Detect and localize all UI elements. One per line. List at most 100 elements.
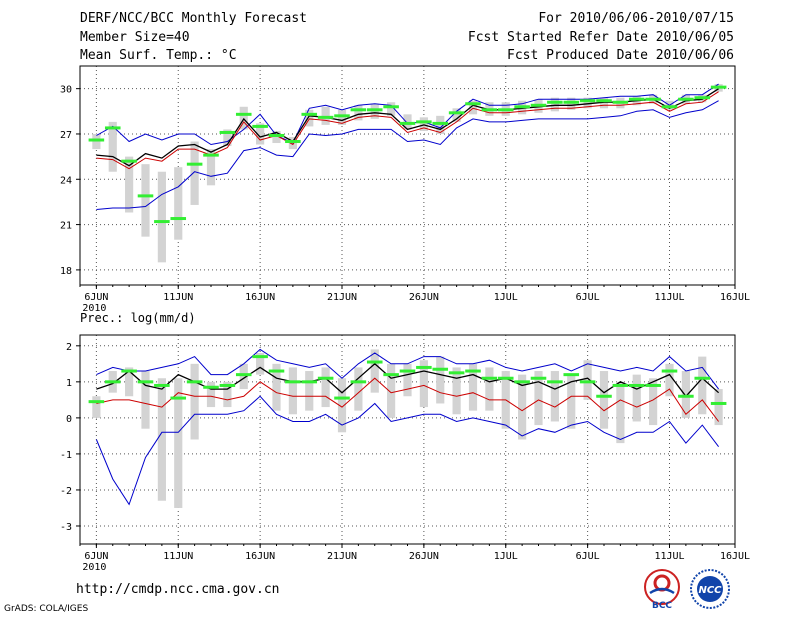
range-box — [239, 363, 248, 390]
median-mark — [579, 99, 596, 103]
median-mark — [219, 130, 236, 134]
range-box — [649, 378, 658, 426]
median-mark — [530, 103, 547, 107]
y-tick-label: 24 — [60, 175, 72, 186]
median-mark — [645, 97, 661, 101]
median-mark — [383, 105, 399, 109]
source-url[interactable]: http://cmdp.ncc.cma.gov.cn — [76, 582, 280, 597]
median-mark — [645, 383, 661, 387]
range-box — [174, 167, 183, 240]
median-mark — [497, 108, 514, 112]
median-mark — [219, 383, 236, 387]
median-mark — [170, 217, 187, 221]
x-tick-sublabel: 2010 — [82, 562, 106, 573]
median-mark — [678, 97, 694, 101]
median-mark — [530, 376, 547, 380]
median-mark — [432, 121, 449, 125]
median-mark — [465, 102, 481, 106]
median-mark — [612, 100, 629, 104]
median-mark — [366, 108, 383, 112]
median-mark — [154, 383, 170, 387]
range-box — [256, 353, 265, 375]
variable-label: Mean Surf. Temp.: °C — [80, 48, 237, 63]
range-box — [534, 371, 543, 426]
x-tick-label: 1JUL — [494, 292, 518, 303]
median-mark — [334, 114, 350, 118]
range-box — [206, 381, 216, 408]
range-box — [354, 367, 363, 411]
median-mark — [432, 367, 449, 371]
range-box — [599, 97, 609, 109]
range-box — [272, 363, 281, 411]
median-mark — [170, 396, 187, 400]
x-tick-label: 6JUL — [576, 551, 600, 562]
median-mark — [350, 108, 367, 112]
y-tick-label: -3 — [60, 522, 72, 533]
x-tick-label: 11JUL — [654, 551, 684, 562]
max-line — [96, 348, 719, 390]
range-box — [436, 115, 445, 134]
range-box — [370, 349, 379, 393]
median-mark — [88, 138, 105, 142]
range-box — [321, 367, 330, 408]
median-mark — [203, 385, 219, 389]
range-box — [272, 130, 281, 144]
median-mark — [137, 194, 154, 198]
x-tick-label: 21JUN — [327, 292, 357, 303]
range-box — [125, 156, 134, 213]
x-tick-sublabel: 2010 — [82, 303, 106, 314]
range-box — [452, 367, 461, 415]
x-tick-label: 16JUN — [245, 292, 275, 303]
median-mark — [563, 100, 580, 104]
range-box — [125, 367, 134, 397]
forecast-period: For 2010/06/06-2010/07/15 — [538, 11, 734, 26]
median-mark — [694, 96, 711, 100]
median-mark — [514, 105, 530, 109]
median-mark — [285, 140, 301, 144]
median-mark — [710, 401, 727, 405]
range-box — [223, 129, 232, 147]
median-mark — [186, 162, 203, 166]
ncc-logo: NCC — [690, 569, 730, 609]
chart-title: DERF/NCC/BCC Monthly Forecast — [80, 11, 307, 26]
range-box — [92, 396, 101, 418]
median-mark — [235, 112, 252, 116]
median-mark — [334, 396, 350, 400]
range-box — [305, 371, 314, 411]
y-tick-label: 0 — [66, 414, 72, 425]
median-mark — [661, 105, 678, 109]
median-mark — [481, 376, 498, 380]
range-box — [419, 117, 428, 131]
range-box — [190, 363, 199, 440]
median-mark — [104, 380, 121, 384]
median-mark — [235, 373, 252, 377]
bcc-logo-text: BCC — [652, 601, 672, 611]
range-box — [550, 97, 559, 112]
range-box — [616, 381, 625, 444]
range-box — [157, 171, 166, 263]
median-mark — [252, 355, 268, 359]
x-tick-label: 11JUN — [163, 292, 193, 303]
range-box — [321, 106, 330, 125]
median-mark — [596, 394, 612, 398]
median-mark — [579, 380, 596, 384]
x-tick-label: 16JUL — [720, 551, 750, 562]
range-box — [174, 378, 183, 508]
range-box — [665, 363, 674, 397]
min-line — [95, 395, 719, 506]
x-tick-label: 6JUL — [576, 292, 600, 303]
range-box — [468, 100, 478, 115]
median-mark — [317, 115, 334, 119]
x-tick-label: 11JUL — [654, 292, 684, 303]
median-mark — [383, 373, 399, 377]
median-mark — [301, 380, 318, 384]
member-size: Member Size=40 — [80, 30, 190, 45]
range-box — [288, 367, 297, 415]
range-box — [452, 108, 461, 122]
range-box — [468, 363, 478, 411]
range-box — [518, 374, 527, 440]
range-box — [632, 374, 641, 422]
range-box — [206, 149, 216, 186]
median-mark — [628, 383, 645, 387]
